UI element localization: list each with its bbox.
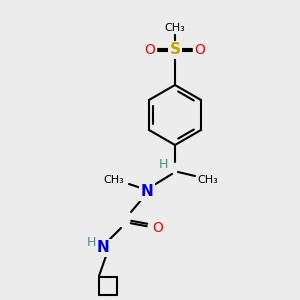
Text: S: S [169, 43, 181, 58]
Text: N: N [141, 184, 153, 200]
Text: N: N [97, 241, 110, 256]
Text: CH₃: CH₃ [165, 23, 185, 33]
Text: O: O [145, 43, 155, 57]
Text: O: O [153, 221, 164, 235]
Text: CH₃: CH₃ [198, 175, 218, 185]
Text: O: O [195, 43, 206, 57]
Text: CH₃: CH₃ [103, 175, 124, 185]
Text: H: H [158, 158, 168, 172]
Text: H: H [86, 236, 96, 250]
